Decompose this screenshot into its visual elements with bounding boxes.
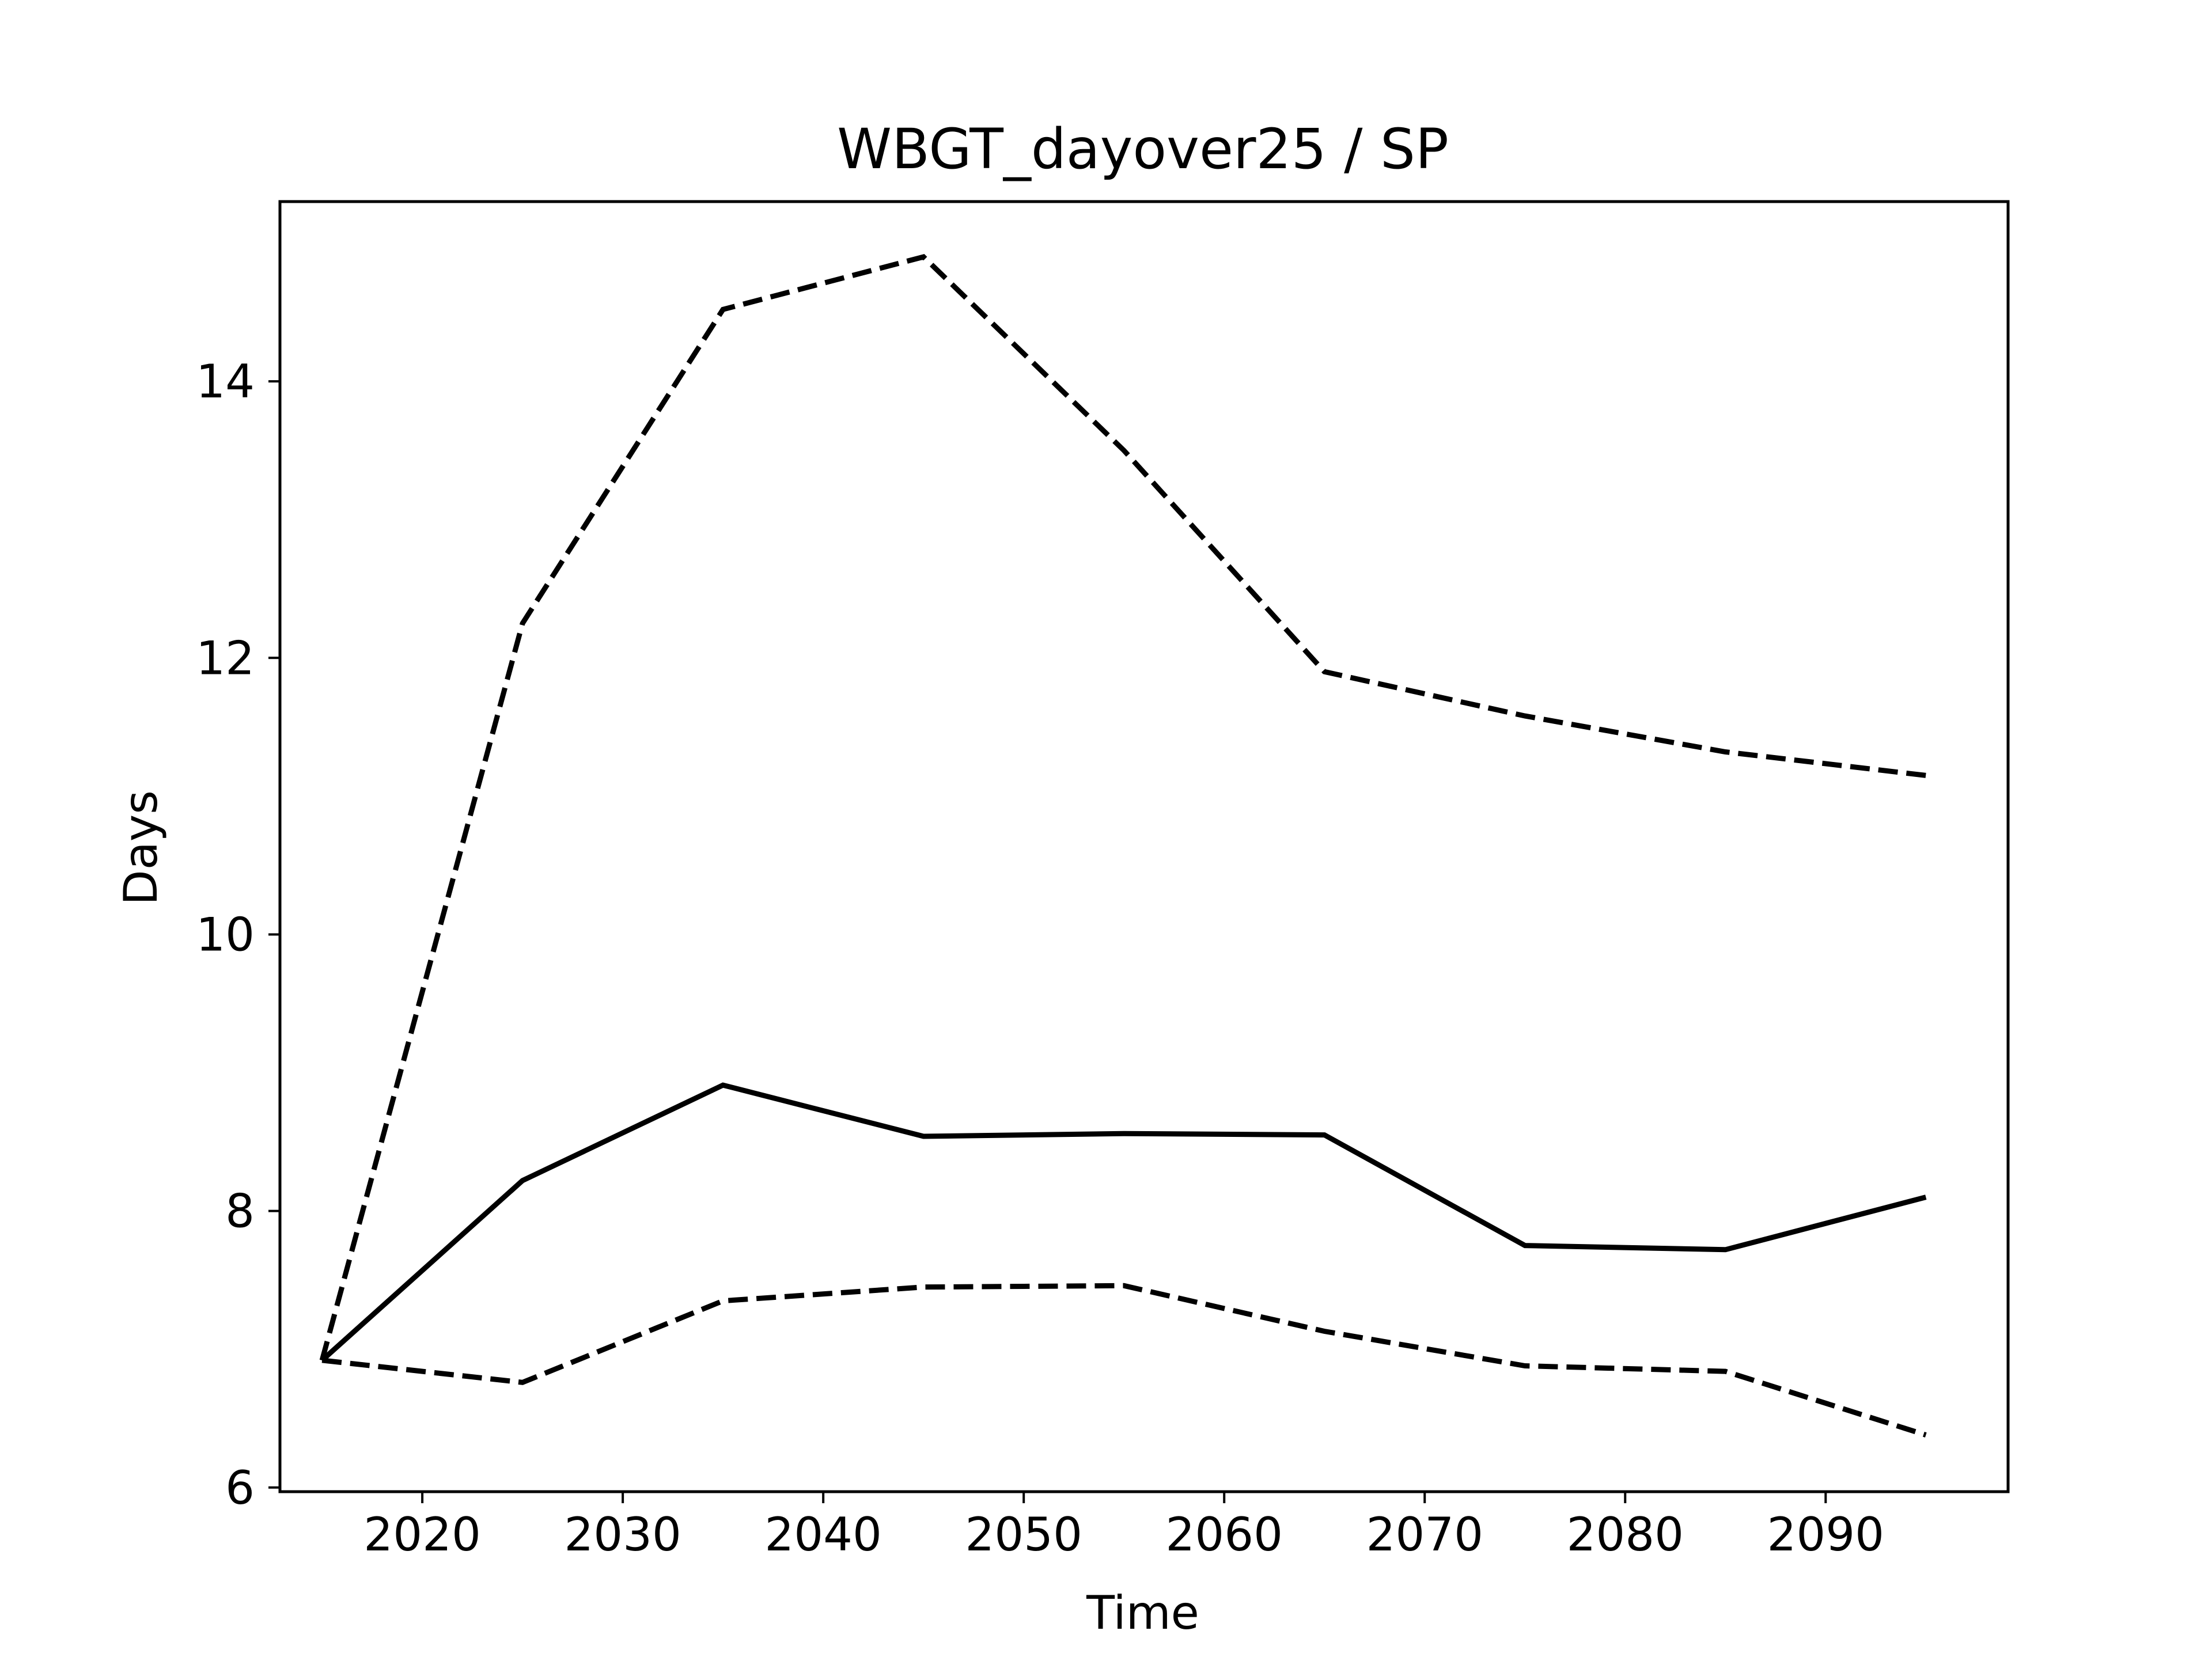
x-tick-label: 2080 xyxy=(1566,1508,1684,1561)
plot-frame xyxy=(278,200,2010,1493)
series-line-solid xyxy=(320,1082,1927,1363)
y-tick-label: 10 xyxy=(196,908,255,961)
axis-ticks: 2020 2030 2040 2050 2060 2070 2080 2090 6 8 10 12 14 xyxy=(196,355,1884,1561)
x-tick-label: 2040 xyxy=(764,1508,882,1561)
y-tick-label: 12 xyxy=(196,631,255,685)
x-tick-label: 2060 xyxy=(1165,1508,1283,1561)
y-tick-label: 14 xyxy=(196,355,255,408)
x-tick-label: 2090 xyxy=(1767,1508,1884,1561)
series-line-dashed-2 xyxy=(321,1283,1927,1438)
x-axis-label: Time xyxy=(1086,1586,1199,1640)
plot-area xyxy=(319,254,1927,1438)
series-line-dashed-1 xyxy=(319,254,1926,1362)
x-tick-label: 2020 xyxy=(363,1508,481,1561)
x-tick-label: 2050 xyxy=(965,1508,1082,1561)
y-tick-label: 8 xyxy=(225,1185,255,1238)
chart-title: WBGT_dayover25 / SP xyxy=(837,117,1449,181)
x-tick-label: 2070 xyxy=(1366,1508,1483,1561)
y-axis-label: Days xyxy=(114,790,168,905)
y-tick-label: 6 xyxy=(225,1461,255,1515)
x-tick-label: 2030 xyxy=(564,1508,681,1561)
